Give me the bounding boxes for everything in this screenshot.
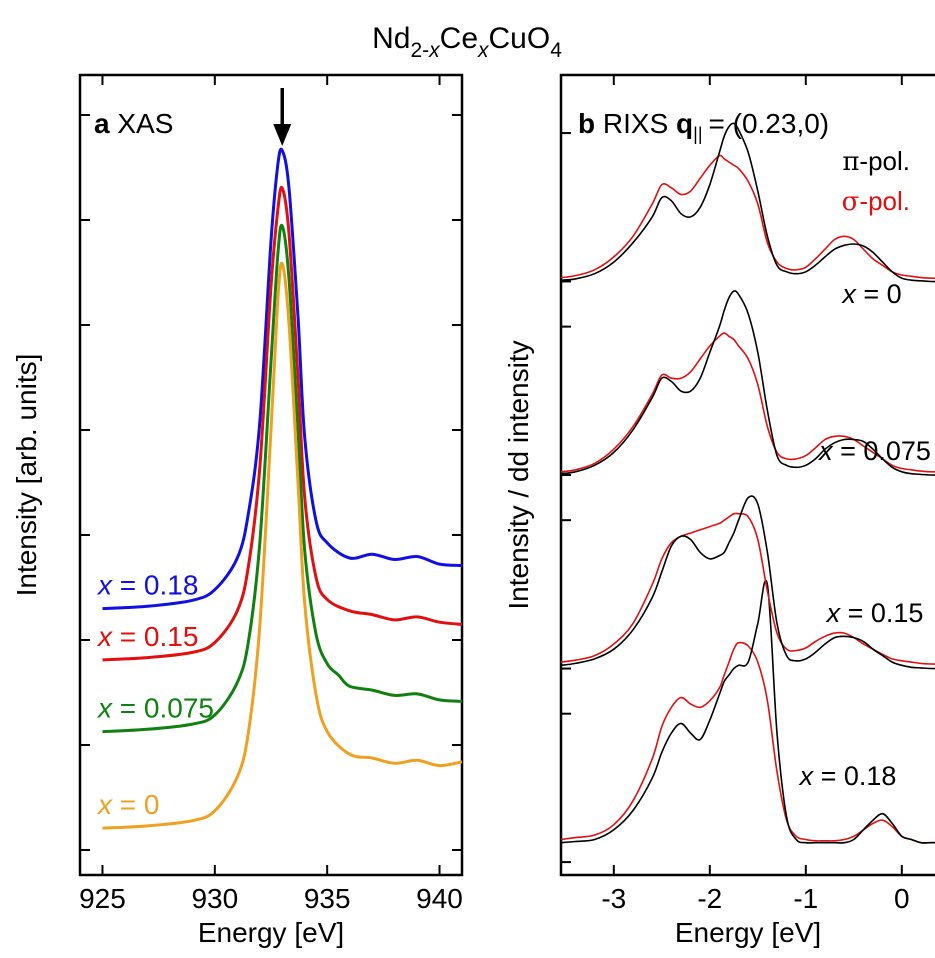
panel-a-xtick-label: 935 [304, 883, 351, 914]
rixs-sigma-curve [560, 641, 935, 844]
panel-b-xtick-label: -1 [793, 883, 818, 914]
rixs-sigma-curve [560, 512, 935, 665]
panel-a-ticks [80, 75, 462, 875]
panel-b-curves [560, 122, 935, 844]
panel-a-xtick-label: 925 [79, 883, 126, 914]
rixs-curve-label: x = 0 [840, 279, 901, 309]
edge-arrow-icon [273, 88, 292, 146]
panel-a-xtick-labels: 925 930 935 940 [79, 883, 463, 914]
xas-curve-label: x = 0.18 [96, 570, 198, 601]
rixs-pi-curve [560, 579, 935, 844]
panel-a-curve-labels: x = 0.18 x = 0.15 x = 0.075 x = 0 [96, 570, 214, 821]
panel-a-heading: a XAS [94, 108, 173, 139]
panel-a-ylabel: Intensity [arb. units] [11, 354, 42, 597]
panel-b-xtick-label: -3 [601, 883, 626, 914]
legend-pi-pol: π-pol. [842, 146, 910, 177]
rixs-pi-curve [560, 495, 935, 670]
xas-curve [102, 147, 463, 611]
xas-curve-label: x = 0.15 [96, 621, 198, 652]
rixs-curve-label: x = 0.15 [825, 598, 924, 628]
panel-b-xtick-labels: -3 -2 -1 0 [601, 883, 909, 914]
xas-curve-label: x = 0 [96, 789, 159, 820]
rixs-curve-label: x = 0.075 [817, 436, 931, 466]
figure-title: Nd2-xCexCuO4 [372, 22, 562, 62]
panel-a-xtick-label: 940 [416, 883, 463, 914]
panel-b-curve-labels: x = 0.18 x = 0.15 x = 0.075 x = 0 [798, 279, 931, 791]
panel-a-xlabel: Energy [eV] [198, 917, 344, 948]
xas-curve [102, 223, 463, 734]
panel-b-ticks [561, 75, 903, 875]
panel-b-xtick-label: -2 [697, 883, 722, 914]
panel-a-xtick-label: 930 [191, 883, 238, 914]
rixs-curve-label: x = 0.18 [798, 761, 897, 791]
xas-curve-label: x = 0.075 [96, 693, 214, 724]
panel-a-frame [78, 73, 464, 877]
rixs-pi-curve [560, 122, 935, 283]
panel-b-xtick-label: 0 [894, 883, 910, 914]
panel-b-heading: b RIXS q|| = (0.23,0) [578, 108, 829, 144]
arrow-head [273, 124, 292, 146]
legend-sigma-pol: σ-pol. [842, 186, 910, 217]
panel-b: b RIXS q|| = (0.23,0) π-pol. σ-pol. x = 0… [503, 73, 935, 948]
rixs-pi-curve [560, 290, 935, 476]
panel-a-curves [102, 147, 463, 830]
xas-curve [102, 261, 463, 830]
xas-curve [102, 185, 463, 662]
rixs-sigma-curve [560, 154, 935, 280]
panel-b-xlabel: Energy [eV] [675, 917, 821, 948]
panel-b-ylabel: Intensity / dd intensity [503, 340, 534, 609]
panel-a: a XAS x = 0.18 x = 0.15 x = 0.075 x = 0 925… [11, 73, 464, 948]
